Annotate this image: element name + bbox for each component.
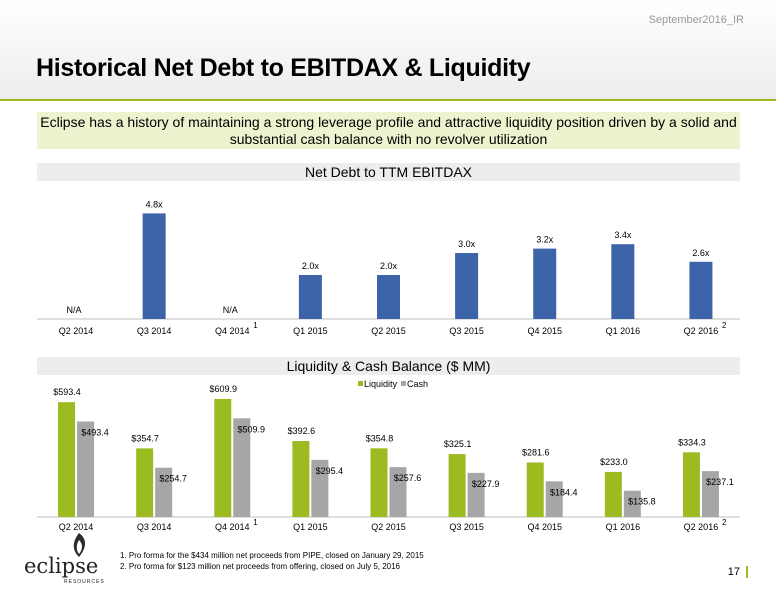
liquidity-bar: [58, 402, 76, 517]
liquidity-bar: [526, 462, 544, 517]
cash-data-label: $509.9: [238, 424, 266, 434]
liquidity-data-label: $609.9: [210, 384, 238, 394]
net-debt-bar: [455, 253, 479, 319]
header-band: [0, 0, 776, 100]
summary-box: Eclipse has a history of maintaining a s…: [37, 112, 740, 149]
title-rule: [0, 99, 776, 101]
liquidity-data-label: $593.4: [53, 387, 81, 397]
net-debt-bar: [298, 275, 322, 319]
net-debt-bar: [377, 275, 400, 319]
x-tick-label: Q2 2016: [684, 326, 719, 336]
cash-bar: [623, 490, 641, 517]
net-debt-data-label: N/A: [223, 305, 238, 315]
cash-data-label: $227.9: [472, 479, 500, 489]
company-logo: eclipse RESOURCES: [24, 532, 110, 590]
x-tick-label: Q1 2015: [293, 522, 328, 532]
cash-data-label: $295.4: [316, 466, 344, 476]
cash-bar: [77, 421, 95, 517]
x-tick-label: Q3 2014: [137, 326, 172, 336]
liquidity-bar: [214, 398, 232, 517]
x-tick-label: Q2 2014: [59, 326, 94, 336]
x-tick-label: Q3 2015: [449, 522, 484, 532]
x-tick-label: Q4 2015: [527, 326, 562, 336]
cash-bar: [311, 459, 329, 517]
footnotes: 1. Pro forma for the $434 million net pr…: [120, 550, 424, 572]
liquidity-chart-title: Liquidity & Cash Balance ($ MM): [37, 357, 740, 375]
footnote-marker: 1: [253, 518, 258, 527]
cash-data-label: $184.4: [550, 487, 578, 497]
legend-label: Liquidity: [364, 379, 398, 389]
liquidity-data-label: $392.6: [288, 426, 316, 436]
liquidity-data-label: $233.0: [600, 457, 628, 467]
x-tick-label: Q1 2015: [293, 326, 328, 336]
cash-data-label: $493.4: [81, 428, 109, 438]
net-debt-bar: [533, 248, 557, 319]
liquidity-bar: [682, 452, 700, 517]
legend-label: Cash: [407, 379, 428, 389]
liquidity-data-label: $334.3: [678, 437, 706, 447]
liquidity-bar: [604, 471, 622, 517]
net-debt-data-label: 2.0x: [380, 261, 398, 271]
cash-bar: [233, 418, 251, 517]
net-debt-data-label: 2.0x: [302, 261, 320, 271]
x-tick-label: Q2 2016: [684, 522, 719, 532]
liquidity-data-label: $354.8: [366, 433, 394, 443]
net-debt-data-label: N/A: [67, 305, 82, 315]
x-tick-label: Q4 2014: [215, 326, 250, 336]
net-debt-data-label: 3.0x: [458, 239, 476, 249]
liquidity-data-label: $281.6: [522, 447, 550, 457]
footnote-marker: 2: [722, 518, 727, 527]
page-title: Historical Net Debt to EBITDAX & Liquidi…: [36, 54, 531, 82]
net-debt-data-label: 3.4x: [614, 230, 632, 240]
footnote-1: 1. Pro forma for the $434 million net pr…: [120, 551, 424, 560]
footnote-marker: 2: [722, 321, 727, 330]
liquidity-data-label: $325.1: [444, 439, 472, 449]
cash-bar: [701, 471, 719, 517]
net-debt-data-label: 4.8x: [146, 199, 164, 209]
x-tick-label: Q1 2016: [606, 326, 641, 336]
cash-bar: [545, 481, 563, 517]
logo-wordmark: eclipse: [24, 554, 99, 578]
logo-subtext: RESOURCES: [64, 579, 105, 585]
x-tick-label: Q2 2015: [371, 326, 406, 336]
liquidity-bar: [370, 448, 388, 517]
cash-bar: [389, 467, 407, 517]
x-tick-label: Q4 2014: [215, 522, 250, 532]
x-tick-label: Q1 2016: [606, 522, 641, 532]
x-tick-label: Q2 2014: [59, 522, 94, 532]
cash-bar: [155, 467, 173, 517]
cash-bar: [467, 472, 485, 517]
x-tick-label: Q3 2015: [449, 326, 484, 336]
page-number: 17: [728, 566, 748, 578]
footnote-marker: 1: [253, 321, 258, 330]
liquidity-chart: Liquidity Cash $593.4 $493.4 Q2 2014 $354.7 $2…: [37, 379, 740, 532]
cash-data-label: $237.1: [706, 477, 734, 487]
net-debt-bar: [611, 244, 635, 319]
legend-swatch: [401, 381, 406, 386]
liquidity-bar: [136, 448, 154, 517]
liquidity-data-label: $354.7: [131, 433, 159, 443]
cash-data-label: $135.8: [628, 497, 656, 507]
net-debt-bar: [142, 213, 166, 319]
net-debt-data-label: 2.6x: [692, 248, 710, 258]
header-tag: September2016_IR: [648, 14, 744, 26]
x-tick-label: Q4 2015: [527, 522, 562, 532]
footnote-2: 2. Pro forma for $123 million net procee…: [120, 562, 401, 571]
cash-data-label: $257.6: [394, 473, 422, 483]
x-tick-label: Q3 2014: [137, 522, 172, 532]
net-debt-data-label: 3.2x: [536, 235, 554, 245]
cash-data-label: $254.7: [159, 474, 187, 484]
net-debt-bar: [689, 261, 713, 319]
liquidity-bar: [292, 441, 310, 517]
liquidity-bar: [448, 454, 466, 517]
legend-swatch: [358, 381, 363, 386]
x-tick-label: Q2 2015: [371, 522, 406, 532]
net-debt-chart-title: Net Debt to TTM EBITDAX: [37, 163, 740, 181]
flame-icon: [73, 533, 86, 557]
